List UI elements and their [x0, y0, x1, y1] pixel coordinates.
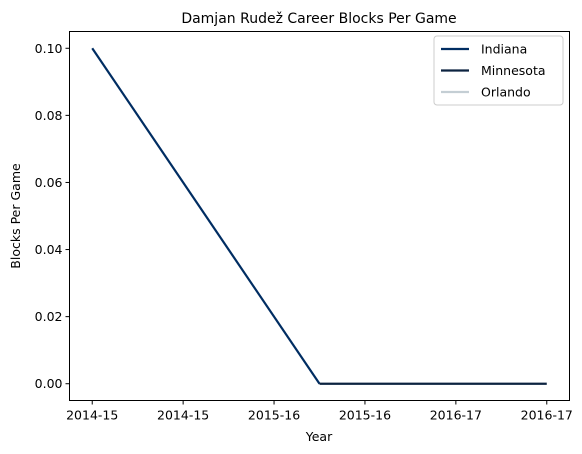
y-tick-label: 0.02 — [35, 309, 63, 324]
x-axis: 2014-15 2014-15 2015-16 2015-16 2016-17 2016-… — [66, 400, 573, 423]
y-axis: 0.00 0.02 0.04 0.06 0.08 0.10 — [35, 41, 70, 391]
plot-lines — [91, 47, 547, 385]
y-tick-label: 0.10 — [35, 41, 63, 56]
y-axis-label: Blocks Per Game — [8, 163, 23, 269]
legend-label-1: Minnesota — [481, 63, 546, 78]
chart-title: Damjan Rudež Career Blocks Per Game — [181, 11, 456, 27]
legend: Indiana Minnesota Orlando — [433, 35, 564, 106]
legend-label-2: Orlando — [481, 85, 531, 100]
x-axis-label: Year — [305, 429, 333, 444]
x-tick-label: 2015-16 — [248, 408, 300, 423]
y-tick-label: 0.00 — [35, 376, 63, 391]
plot-frame — [69, 31, 570, 401]
y-tick-label: 0.04 — [35, 242, 63, 257]
series-line-0 — [91, 47, 321, 385]
y-tick-label: 0.08 — [35, 108, 63, 123]
y-tick-label: 0.06 — [35, 175, 63, 190]
x-tick-label: 2014-15 — [66, 408, 118, 423]
legend-label-0: Indiana — [481, 42, 527, 57]
x-tick-label: 2016-17 — [521, 408, 573, 423]
x-tick-label: 2014-15 — [157, 408, 209, 423]
legend-box — [433, 35, 564, 106]
x-tick-label: 2016-17 — [430, 408, 482, 423]
x-tick-label: 2015-16 — [339, 408, 391, 423]
